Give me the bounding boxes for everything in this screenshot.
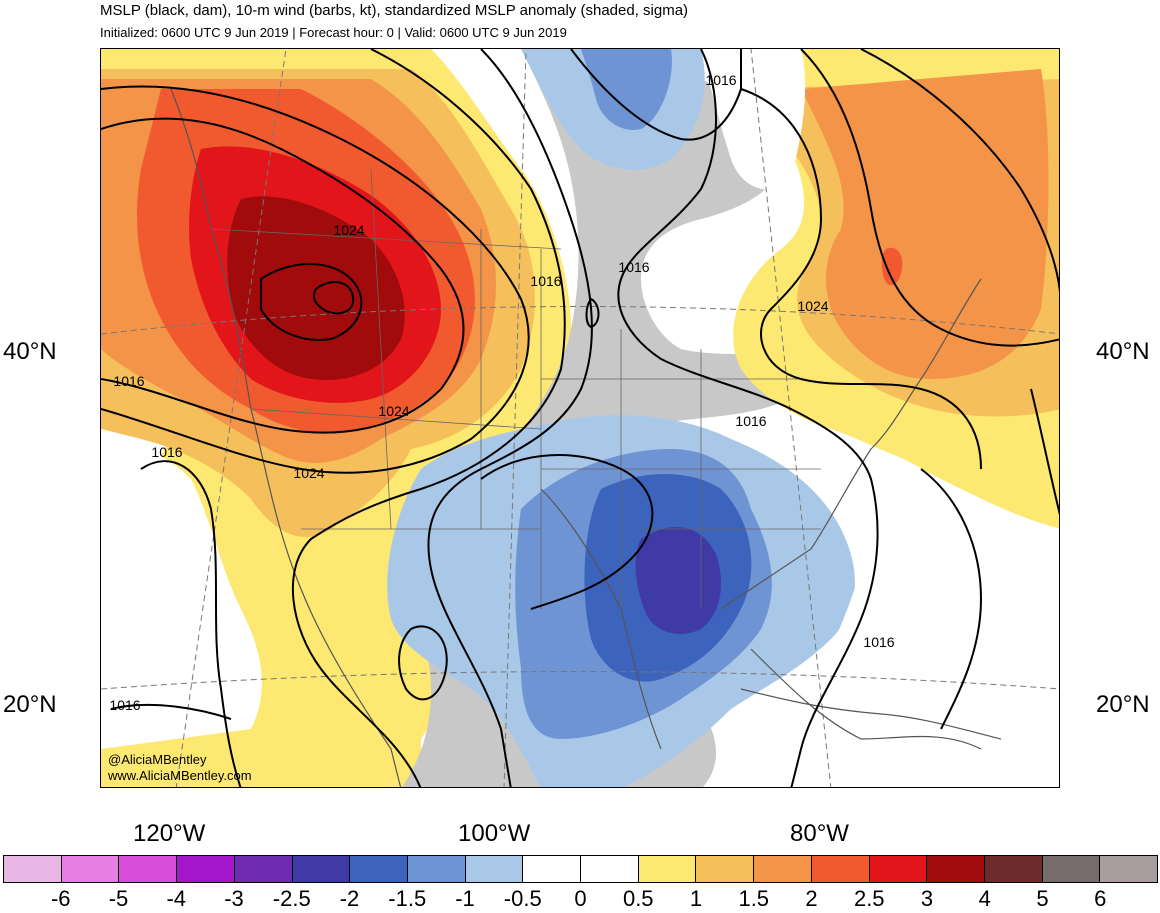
- lat-label-40n-left: 40°N: [3, 338, 57, 365]
- map-subtitle: Initialized: 0600 UTC 9 Jun 2019 | Forec…: [100, 25, 567, 40]
- legend-tick-label: -5: [108, 886, 129, 911]
- anomaly-midblue-north: [581, 49, 672, 130]
- anomaly-white-sw: [101, 446, 262, 749]
- lon-label-120w: 120°W: [133, 820, 206, 847]
- isobar: [427, 49, 593, 787]
- legend-swatch: [292, 856, 351, 882]
- legend-tick-label: 6: [1094, 886, 1107, 911]
- lat-label-20n-right: 20°N: [1096, 691, 1150, 718]
- legend-swatch: [523, 856, 582, 882]
- legend-swatch: [407, 856, 466, 882]
- isobars: [101, 49, 1059, 787]
- anomaly-orange-east: [801, 69, 1049, 379]
- legend-swatch: [638, 856, 697, 882]
- legend-tick-label: -2: [339, 886, 360, 911]
- isobar-label: 1024: [378, 403, 409, 419]
- lat-label-40n-right: 40°N: [1096, 338, 1150, 365]
- legend-swatch: [119, 856, 178, 882]
- isobar-label: 1016: [109, 697, 140, 713]
- isobar-labels: 1016 1024 1016 1016 1024 1024 1016 1024 1016 1016…: [109, 72, 894, 713]
- legend-tick-label: 1: [689, 886, 703, 911]
- isobar: [800, 49, 1059, 347]
- isobar: [110, 703, 232, 720]
- isobar: [920, 468, 983, 730]
- legend-swatch: [696, 856, 755, 882]
- isobar-label: 1016: [618, 259, 649, 275]
- legend-tick-label: 0.5: [622, 886, 654, 911]
- legend-tick-label: -1: [455, 886, 475, 911]
- legend-swatch: [869, 856, 928, 882]
- legend-swatch: [234, 856, 293, 882]
- legend-tick-label: 2: [805, 886, 818, 911]
- isobar: [740, 88, 982, 470]
- isobar: [101, 117, 465, 434]
- color-legend-bar: [3, 855, 1158, 883]
- legend-swatch: [581, 856, 639, 882]
- legend-tick-label: 3: [920, 886, 934, 911]
- credit-website: www.AliciaMBentley.com: [108, 768, 252, 783]
- isobar-label: 1016: [705, 72, 736, 88]
- isobar-label: 1016: [151, 444, 182, 460]
- isobar: [291, 49, 566, 787]
- isobar-label: 1016: [735, 413, 766, 429]
- isobar-label: 1016: [530, 273, 561, 289]
- isobar: [570, 49, 742, 141]
- isobar: [860, 49, 1059, 293]
- isobar: [1030, 388, 1059, 516]
- legend-swatch: [177, 856, 235, 882]
- isobar: [585, 297, 600, 329]
- anomaly-white-north: [701, 49, 806, 190]
- legend-swatch: [811, 856, 870, 882]
- isobar-label: 1016: [113, 373, 144, 389]
- anomaly-redorange-east: [881, 247, 903, 286]
- legend-tick-label: -1.5: [388, 886, 427, 911]
- legend-swatch: [350, 856, 408, 882]
- legend-tick-label: -6: [50, 886, 71, 911]
- isobar-label: 1024: [333, 222, 364, 238]
- isobar: [101, 85, 530, 474]
- legend-tick-label: -2.5: [272, 886, 311, 911]
- color-legend-labels: -6 -5 -4 -3 -2.5 -2 -1.5 -1 -0.5 0 0.5 1 1.5 2 2.5 3 4 5 6: [0, 887, 1160, 913]
- legend-tick-label: -3: [224, 886, 244, 911]
- isobar: [398, 625, 448, 701]
- legend-swatch: [465, 856, 524, 882]
- legend-tick-label: 2.5: [853, 886, 885, 911]
- legend-swatch: [61, 856, 120, 882]
- legend-tick-label: 4: [978, 886, 991, 911]
- legend-swatch: [1042, 856, 1101, 882]
- isobar: [260, 263, 363, 341]
- lat-label-20n-left: 20°N: [3, 691, 57, 718]
- legend-tick-label: 0: [574, 886, 587, 911]
- legend-swatch: [754, 856, 812, 882]
- legend-swatch: [927, 856, 985, 882]
- isobar-label: 1016: [863, 634, 894, 650]
- lon-label-80w: 80°W: [790, 820, 849, 847]
- graticule: [101, 49, 1059, 787]
- isobar: [480, 454, 654, 610]
- legend-tick-label: -0.5: [503, 886, 542, 911]
- map-canvas: 1016 1024 1016 1016 1024 1024 1016 1024 1016 1016…: [101, 49, 1059, 787]
- isobar-label: 1024: [293, 465, 324, 481]
- isobar: [312, 281, 355, 315]
- lon-label-100w: 100°W: [458, 820, 531, 847]
- title-block: MSLP (black, dam), 10-m wind (barbs, kt)…: [100, 0, 1060, 43]
- legend-tick-label: -4: [166, 886, 187, 911]
- legend-swatch: [1100, 856, 1158, 882]
- anomaly-darkblue-south: [635, 527, 721, 634]
- legend-swatch: [984, 856, 1043, 882]
- isobar-label: 1024: [797, 298, 828, 314]
- credit-handle: @AliciaMBentley: [108, 752, 207, 767]
- map-panel: 1016 1024 1016 1016 1024 1024 1016 1024 1016 1016…: [100, 48, 1060, 788]
- isobar: [140, 460, 242, 787]
- legend-tick-label: 1.5: [738, 886, 770, 911]
- legend-tick-label: 5: [1036, 886, 1049, 911]
- legend-swatch: [4, 856, 62, 882]
- isobar: [617, 49, 879, 787]
- map-title: MSLP (black, dam), 10-m wind (barbs, kt)…: [100, 2, 689, 19]
